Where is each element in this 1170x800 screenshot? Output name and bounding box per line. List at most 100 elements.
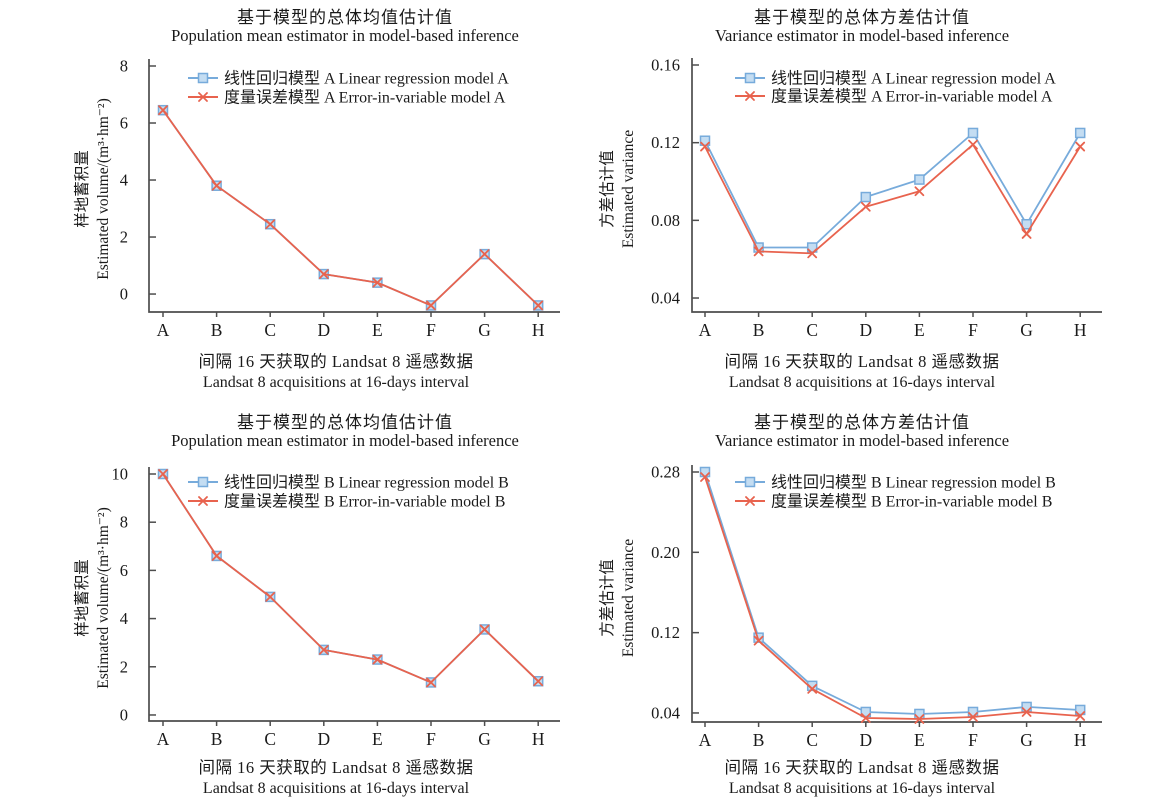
data-point-marker-x xyxy=(479,249,490,260)
plot-mean-model-a: 0 2 4 6 8 A B C D E F G H 线性回归模型 A Linear regression … xyxy=(120,57,560,340)
data-point-marker-x xyxy=(158,469,168,479)
y-tick-label: 0 xyxy=(120,285,128,304)
x-tick-label: E xyxy=(372,729,383,749)
chart-title-zh: 基于模型的总体方差估计值 xyxy=(754,413,970,432)
y-tick-label: 0.28 xyxy=(651,463,680,482)
data-point-marker-square xyxy=(744,72,756,84)
legend-label: 度量误差模型 A Error-in-variable model A xyxy=(771,88,1053,106)
data-point-marker-x xyxy=(700,472,710,482)
data-point-marker-x xyxy=(1075,141,1086,152)
x-tick-label: C xyxy=(806,320,818,340)
x-tick-label: A xyxy=(157,320,170,340)
data-point-marker-square xyxy=(1021,701,1032,713)
data-point-marker-x xyxy=(1021,707,1032,717)
x-tick-label: G xyxy=(478,729,491,749)
data-point-marker-square xyxy=(1021,218,1032,230)
legend-item: 度量误差模型 A Error-in-variable model A xyxy=(188,89,506,107)
data-point-marker-x xyxy=(426,300,436,311)
data-point-marker-x xyxy=(533,676,544,687)
data-point-marker-square xyxy=(914,174,925,185)
x-axis-label-en: Landsat 8 acquisitions at 16-days interv… xyxy=(202,374,470,391)
x-tick-label: F xyxy=(968,730,978,750)
chart-variance-model-a: 0.04 0.08 0.12 0.16 A B C D E F G H 线性回归模型 A Linear … xyxy=(585,0,1170,400)
y-tick-label: 2 xyxy=(120,657,128,676)
series-line xyxy=(162,109,539,307)
y-tick-label: 0.04 xyxy=(651,703,680,722)
data-point-marker-x xyxy=(914,186,925,197)
x-tick-label: C xyxy=(264,320,276,340)
data-point-marker-x xyxy=(745,496,755,506)
y-tick-label: 0.08 xyxy=(651,211,680,230)
legend-item: 线性回归模型 A Linear regression model A xyxy=(188,70,509,88)
data-point-marker-x xyxy=(807,683,818,694)
plot-variance-model-a: 0.04 0.08 0.12 0.16 A B C D E F G H 线性回归模型 A Linear … xyxy=(651,56,1102,340)
legend-label: 度量误差模型 B Error-in-variable model B xyxy=(771,493,1052,511)
plot-mean-model-b: 0 2 4 6 8 10 A B C D E F G H 线性回归模型 B Linear regressio… xyxy=(112,465,560,749)
data-point-marker-x xyxy=(479,624,490,635)
x-tick-label: G xyxy=(1020,320,1033,340)
x-tick-label: A xyxy=(699,320,712,340)
data-point-marker-square xyxy=(806,242,818,253)
data-point-marker-square xyxy=(914,708,925,720)
data-point-marker-square xyxy=(967,127,979,139)
data-point-marker-x xyxy=(372,654,383,665)
y-tick-label: 0 xyxy=(120,705,128,724)
data-point-marker-x xyxy=(914,714,925,724)
data-point-marker-x xyxy=(1021,229,1032,239)
y-tick-label: 0.04 xyxy=(651,289,680,308)
data-point-marker-x xyxy=(1075,711,1086,721)
chart-mean-model-a: 0 2 4 6 8 A B C D E F G H 线性回归模型 A Linear regression … xyxy=(0,0,585,400)
series-line xyxy=(704,476,1081,720)
legend-label: 度量误差模型 B Error-in-variable model B xyxy=(224,493,505,511)
series-line xyxy=(704,143,1081,255)
x-tick-label: H xyxy=(532,320,545,340)
y-axis-label: 样地蓄积量 Estimated volume/(m³·hm⁻²) xyxy=(72,98,114,279)
x-tick-label: E xyxy=(914,730,925,750)
chart-title-en: Population mean estimator in model-based… xyxy=(171,26,519,45)
series-line xyxy=(162,473,539,684)
data-point-marker-x xyxy=(426,677,436,688)
x-tick-label: C xyxy=(806,730,818,750)
y-axis-label-zh: 样地蓄积量 xyxy=(74,559,91,637)
x-tick-label: G xyxy=(1020,730,1033,750)
legend-label: 线性回归模型 B Linear regression model B xyxy=(771,474,1056,492)
y-tick-label: 4 xyxy=(120,171,128,190)
x-tick-label: H xyxy=(1074,730,1087,750)
data-point-marker-x xyxy=(318,269,329,279)
x-tick-label: D xyxy=(317,320,330,340)
legend-item: 线性回归模型 B Linear regression model B xyxy=(735,474,1056,492)
x-axis-label-zh: 间隔 16 天获取的 Landsat 8 遥感数据 xyxy=(198,352,474,371)
legend-label: 线性回归模型 A Linear regression model A xyxy=(771,70,1056,88)
data-point-marker-x xyxy=(318,645,329,655)
data-point-marker-x xyxy=(860,201,871,212)
legend-label: 度量误差模型 A Error-in-variable model A xyxy=(224,89,506,107)
data-point-marker-x xyxy=(807,248,818,259)
data-point-marker-x xyxy=(753,635,764,646)
x-tick-label: A xyxy=(157,729,170,749)
y-tick-label: 8 xyxy=(120,513,128,532)
x-tick-label: D xyxy=(859,320,872,340)
x-tick-label: B xyxy=(211,320,223,340)
data-point-marker-x xyxy=(198,496,208,506)
data-point-marker-square xyxy=(860,191,872,203)
chart-title-zh: 基于模型的总体方差估计值 xyxy=(754,8,970,27)
x-tick-label: C xyxy=(264,729,276,749)
data-point-marker-x xyxy=(700,141,710,152)
data-point-marker-x xyxy=(968,712,978,722)
y-tick-label: 4 xyxy=(120,609,128,628)
series-line xyxy=(162,109,539,307)
data-point-marker-x xyxy=(211,551,222,561)
data-point-marker-x xyxy=(860,713,871,723)
x-axis-label-en: Landsat 8 acquisitions at 16-days interv… xyxy=(728,780,996,797)
data-point-marker-x xyxy=(265,591,276,602)
data-point-marker-square xyxy=(699,466,711,478)
data-point-marker-x xyxy=(211,180,222,191)
x-axis-label-en: Landsat 8 acquisitions at 16-days interv… xyxy=(202,780,470,797)
axis-spines xyxy=(148,467,560,722)
chart-title-zh: 基于模型的总体均值估计值 xyxy=(237,8,453,27)
y-axis-label-zh: 样地蓄积量 xyxy=(74,150,91,228)
legend-item: 线性回归模型 A Linear regression model A xyxy=(735,70,1056,88)
data-point-marker-square xyxy=(753,632,764,643)
y-tick-label: 0.12 xyxy=(651,133,680,152)
